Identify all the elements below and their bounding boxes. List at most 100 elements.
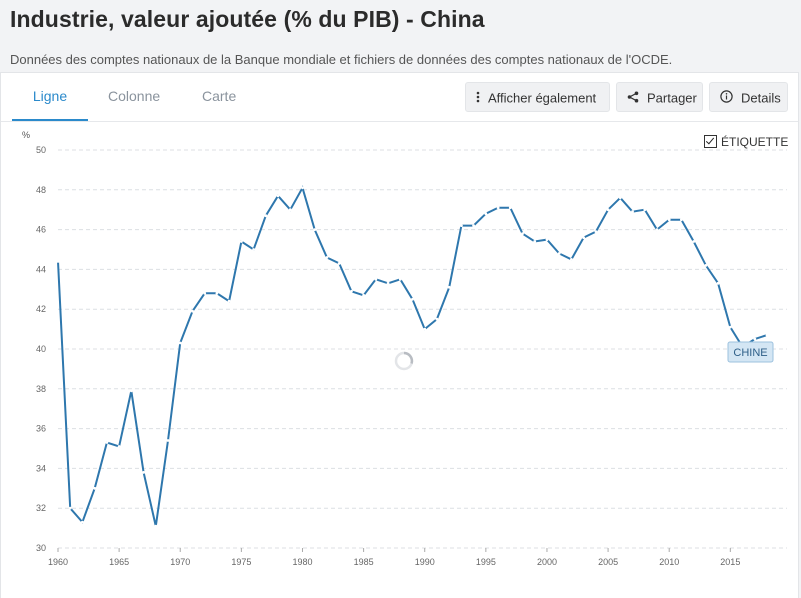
also-show-button[interactable]: Afficher également	[465, 82, 610, 112]
data-point	[765, 333, 769, 337]
data-point	[362, 293, 365, 297]
data-point	[350, 289, 353, 293]
data-point	[704, 264, 708, 267]
data-point	[460, 224, 463, 228]
tab-ligne[interactable]: Ligne	[12, 73, 88, 121]
data-point	[545, 238, 549, 242]
x-tick-label: 1960	[48, 557, 68, 567]
data-point	[93, 486, 97, 490]
y-tick-label: 38	[36, 384, 46, 394]
checkbox-checked-icon[interactable]	[704, 135, 717, 149]
data-point	[117, 445, 121, 448]
data-point	[753, 337, 757, 341]
data-point	[252, 248, 256, 251]
data-point	[240, 240, 243, 243]
y-tick-label: 30	[36, 543, 46, 553]
data-point	[227, 299, 231, 303]
data-point	[423, 327, 427, 331]
series-label-box	[727, 341, 774, 363]
data-point	[570, 258, 573, 261]
data-point	[631, 210, 634, 214]
x-tick-label: 1975	[231, 557, 251, 567]
y-tick-label: 36	[36, 424, 46, 434]
tab-carte[interactable]: Carte	[202, 88, 237, 104]
data-point	[166, 439, 170, 442]
page-subtitle: Données des comptes nationaux de la Banq…	[10, 52, 673, 67]
series-label-text: CHINE	[733, 347, 767, 359]
data-point	[56, 260, 60, 263]
data-point	[435, 317, 439, 321]
x-tick-label: 1980	[292, 557, 312, 567]
series-label: CHINE	[727, 341, 774, 363]
data-point	[484, 212, 488, 216]
data-point	[313, 228, 317, 232]
label-toggle[interactable]: ÉTIQUETTE	[704, 135, 788, 149]
data-point	[288, 208, 292, 212]
x-tick-label: 2005	[598, 557, 618, 567]
data-point	[325, 256, 329, 259]
y-axis-unit: %	[22, 130, 30, 140]
data-point	[301, 186, 304, 190]
info-icon	[720, 84, 733, 114]
data-point	[716, 281, 720, 285]
share-icon	[627, 84, 639, 114]
chart-panel: Ligne Colonne Carte Afficher également P…	[0, 72, 799, 598]
data-point	[447, 285, 451, 289]
data-point	[154, 524, 158, 528]
data-point	[472, 224, 475, 228]
data-point	[386, 281, 390, 285]
y-tick-label: 50	[36, 145, 46, 155]
data-point	[594, 230, 598, 234]
label-toggle-text: ÉTIQUETTE	[721, 135, 789, 149]
data-point	[680, 218, 683, 222]
share-label: Partager	[647, 90, 697, 106]
y-tick-label: 46	[36, 225, 46, 235]
x-tick-label: 1990	[415, 557, 435, 567]
data-point	[398, 277, 402, 281]
tab-colonne[interactable]: Colonne	[108, 88, 161, 104]
data-point	[68, 506, 72, 510]
data-point	[508, 206, 512, 210]
data-point	[105, 441, 109, 444]
data-point	[533, 240, 537, 243]
y-tick-label: 42	[36, 304, 46, 314]
data-point	[606, 208, 610, 212]
data-point	[264, 214, 268, 218]
data-point	[643, 208, 647, 212]
data-point	[521, 232, 524, 236]
x-tick-label: 1985	[354, 557, 374, 567]
data-point	[215, 291, 219, 295]
also-show-label: Afficher également	[488, 90, 597, 106]
data-point	[557, 252, 561, 255]
details-button[interactable]: Details	[709, 82, 788, 112]
x-tick-label: 2000	[537, 557, 557, 567]
data-point	[582, 236, 585, 240]
more-vertical-icon	[476, 84, 480, 114]
y-tick-label: 48	[36, 185, 46, 195]
data-point	[374, 277, 378, 281]
data-point	[655, 228, 659, 232]
data-point	[667, 218, 671, 222]
chart-type-tabs: Ligne Colonne Carte Afficher également P…	[1, 73, 798, 122]
y-tick-label: 40	[36, 344, 46, 354]
x-tick-label: 2010	[659, 557, 679, 567]
x-tick-label: 1965	[109, 557, 129, 567]
x-tick-label: 1970	[170, 557, 190, 567]
data-point	[337, 262, 341, 265]
y-tick-label: 32	[36, 503, 46, 513]
x-tick-label: 2015	[720, 557, 740, 567]
data-point	[618, 196, 622, 200]
data-point	[496, 206, 500, 210]
loading-spinner-icon	[394, 351, 414, 371]
data-point	[129, 389, 133, 393]
series-line-chine	[57, 185, 768, 527]
data-point	[81, 520, 84, 524]
share-button[interactable]: Partager	[616, 82, 703, 112]
details-label: Details	[741, 90, 781, 106]
data-point	[191, 309, 194, 313]
data-point	[692, 240, 696, 243]
data-point	[142, 471, 146, 474]
data-point	[178, 341, 182, 345]
data-point	[203, 291, 207, 295]
data-point	[728, 325, 732, 329]
